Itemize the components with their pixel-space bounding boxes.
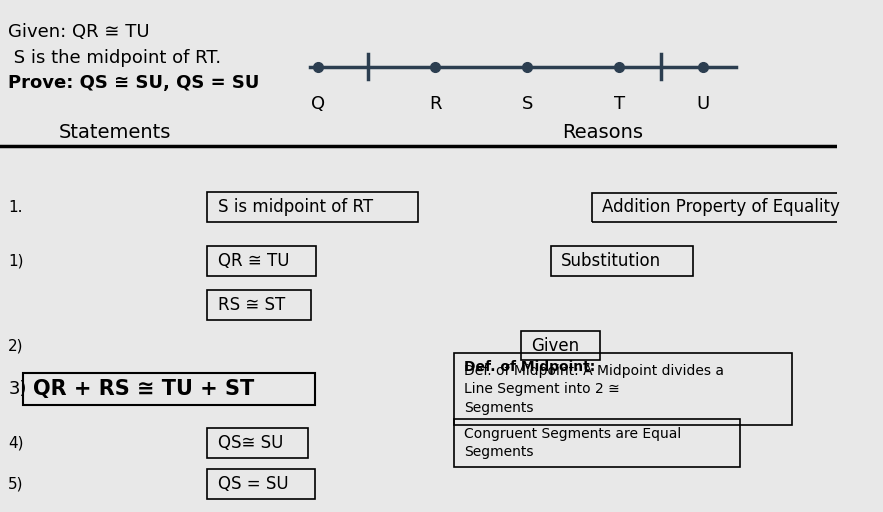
Text: Reasons: Reasons <box>562 123 643 142</box>
Text: 4): 4) <box>8 435 24 451</box>
Text: QS≅ SU: QS≅ SU <box>217 434 283 452</box>
Text: QR + RS ≅ TU + ST: QR + RS ≅ TU + ST <box>34 379 254 399</box>
Text: 1): 1) <box>8 253 24 269</box>
Text: T: T <box>614 95 625 113</box>
Text: Substitution: Substitution <box>561 252 660 270</box>
Text: 3): 3) <box>8 380 26 398</box>
Text: S: S <box>522 95 532 113</box>
Text: S is midpoint of RT: S is midpoint of RT <box>217 198 373 217</box>
Text: S is the midpoint of RT.: S is the midpoint of RT. <box>8 49 222 67</box>
Text: Congruent Segments are Equal
Segments: Congruent Segments are Equal Segments <box>464 426 682 459</box>
Text: 1.: 1. <box>8 200 23 215</box>
Text: U: U <box>696 95 709 113</box>
Text: Addition Property of Equality: Addition Property of Equality <box>602 198 841 217</box>
Text: Given: Given <box>532 336 579 355</box>
Text: Given: QR ≅ TU: Given: QR ≅ TU <box>8 23 150 41</box>
Text: 5): 5) <box>8 476 24 492</box>
Text: 2): 2) <box>8 338 24 353</box>
Text: Prove: QS ≅ SU, QS = SU: Prove: QS ≅ SU, QS = SU <box>8 74 260 92</box>
Text: Def. of Midpoint: A Midpoint divides a
Line Segment into 2 ≅
Segments: Def. of Midpoint: A Midpoint divides a L… <box>464 364 724 415</box>
Text: Statements: Statements <box>58 123 171 142</box>
Text: QR ≅ TU: QR ≅ TU <box>217 252 289 270</box>
Text: R: R <box>429 95 442 113</box>
Text: QS = SU: QS = SU <box>217 475 288 493</box>
Text: Def. of Midpoint:: Def. of Midpoint: <box>464 360 596 374</box>
Text: Q: Q <box>311 95 325 113</box>
Text: RS ≅ ST: RS ≅ ST <box>217 295 285 314</box>
